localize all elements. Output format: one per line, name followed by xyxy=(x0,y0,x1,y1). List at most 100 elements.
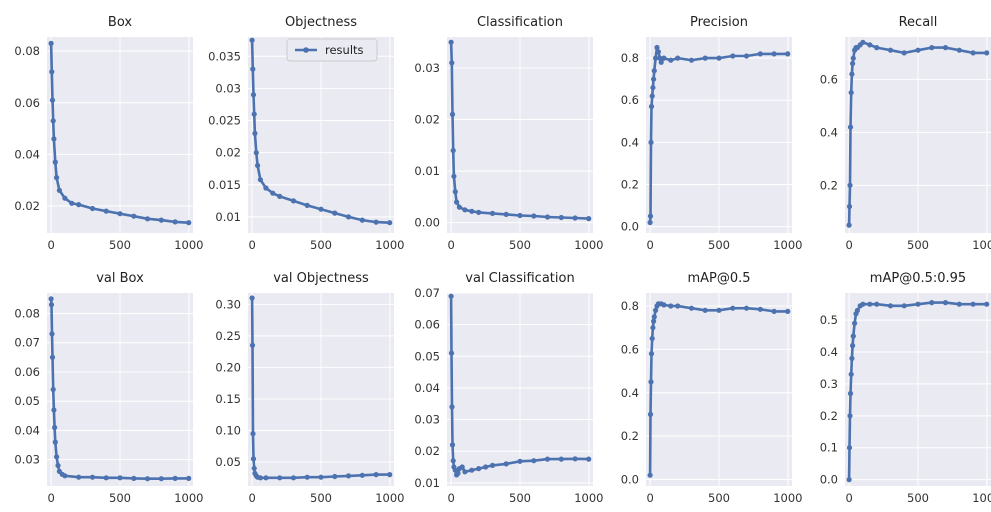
data-point xyxy=(702,307,708,313)
data-point xyxy=(76,474,82,480)
data-point xyxy=(462,469,468,475)
y-tick-label: 0.02 xyxy=(14,199,40,213)
data-point xyxy=(56,187,63,193)
legend-box xyxy=(286,38,378,62)
data-point xyxy=(847,124,854,130)
data-point xyxy=(956,301,962,307)
data-point xyxy=(270,190,276,196)
data-point xyxy=(558,456,564,462)
y-tick-label: 0.4 xyxy=(621,386,639,400)
data-point xyxy=(48,296,54,302)
data-point xyxy=(942,300,949,306)
data-point xyxy=(103,208,109,214)
x-tick-label: 1000 xyxy=(773,238,802,252)
data-point xyxy=(49,69,55,75)
data-point xyxy=(503,211,509,217)
y-tick-label: 0.0 xyxy=(621,220,639,234)
data-point xyxy=(517,212,523,219)
data-point xyxy=(942,45,949,51)
data-point xyxy=(517,458,523,464)
data-point xyxy=(49,97,56,103)
y-tick-label: 0.035 xyxy=(208,49,241,63)
data-point xyxy=(476,466,482,472)
panel-title: val Objectness xyxy=(273,271,369,286)
data-point xyxy=(846,477,852,483)
x-tick-label: 0 xyxy=(447,238,454,252)
data-point xyxy=(730,305,736,311)
data-point xyxy=(52,424,58,431)
x-tick-label: 0 xyxy=(646,238,653,252)
data-point xyxy=(586,216,592,222)
y-tick-label: 0.05 xyxy=(215,455,241,469)
data-point xyxy=(846,203,853,210)
data-point xyxy=(647,411,654,417)
y-tick-label: 0.02 xyxy=(215,146,241,160)
data-point xyxy=(702,55,708,61)
x-tick-label: 0 xyxy=(646,491,653,505)
data-point xyxy=(661,302,667,308)
data-point xyxy=(387,220,393,226)
data-point xyxy=(255,162,261,169)
y-tick-label: 0.025 xyxy=(208,114,241,128)
data-point xyxy=(887,303,894,309)
y-tick-label: 0.03 xyxy=(215,81,241,95)
data-point xyxy=(648,103,655,110)
x-tick-label: 500 xyxy=(708,491,730,505)
y-tick-label: 0.6 xyxy=(820,72,838,86)
panel-title: Objectness xyxy=(285,15,357,30)
data-point xyxy=(263,475,269,481)
y-tick-label: 0.02 xyxy=(414,444,440,458)
data-point xyxy=(332,473,338,480)
x-tick-label: 1000 xyxy=(574,238,603,252)
panel-map-0-5: 0 500 1000 0.0 0.2 0.4 0.6 0.8 mAP@0.5 xyxy=(621,271,803,505)
y-tick-label: 0.03 xyxy=(414,61,440,75)
data-point xyxy=(51,136,57,142)
panel-precision: 0 500 1000 0.0 0.2 0.4 0.6 0.8 Precision xyxy=(621,15,803,252)
x-tick-label: 1000 xyxy=(375,238,404,252)
y-tick-label: 0.5 xyxy=(820,313,838,327)
y-tick-label: 0.04 xyxy=(14,147,40,161)
data-point xyxy=(51,407,57,413)
data-point xyxy=(757,51,763,57)
data-point xyxy=(850,60,856,67)
data-point xyxy=(647,219,653,226)
data-point xyxy=(901,303,907,309)
y-tick-label: 0.2 xyxy=(820,178,838,192)
data-point xyxy=(250,431,256,437)
data-point xyxy=(49,354,56,360)
x-tick-label: 1000 xyxy=(174,238,203,252)
data-point xyxy=(785,51,791,57)
y-tick-label: 0.03 xyxy=(14,453,40,467)
data-point xyxy=(345,214,352,220)
data-point xyxy=(650,85,656,91)
y-tick-label: 0.08 xyxy=(14,306,40,320)
y-tick-label: 0.0 xyxy=(820,473,838,487)
data-point xyxy=(252,130,258,136)
data-point xyxy=(455,470,461,476)
x-tick-label: 500 xyxy=(708,238,730,252)
data-point xyxy=(648,139,654,145)
data-point xyxy=(186,475,192,481)
data-point xyxy=(956,47,962,53)
data-point xyxy=(675,303,681,309)
data-point xyxy=(250,456,257,462)
data-point xyxy=(848,90,854,96)
data-point xyxy=(449,442,456,448)
data-point xyxy=(55,462,61,469)
data-point xyxy=(257,475,263,481)
y-tick-label: 0.08 xyxy=(14,44,40,58)
data-point xyxy=(249,37,255,43)
data-point xyxy=(450,147,456,154)
data-point xyxy=(846,222,852,228)
data-point xyxy=(387,472,393,478)
y-tick-label: 0.0 xyxy=(621,472,639,486)
data-point xyxy=(649,93,655,99)
panel-val-box: 0 500 1000 0.03 0.04 0.05 0.06 0.07 0.08 val Box xyxy=(14,271,203,505)
data-point xyxy=(850,343,856,349)
panel-recall: 0 500 1000 0.2 0.4 0.6 Recall xyxy=(820,15,991,252)
x-tick-label: 500 xyxy=(310,238,332,252)
y-tick-label: 0.20 xyxy=(215,360,241,374)
x-tick-label: 500 xyxy=(907,491,929,505)
data-point xyxy=(50,118,56,124)
